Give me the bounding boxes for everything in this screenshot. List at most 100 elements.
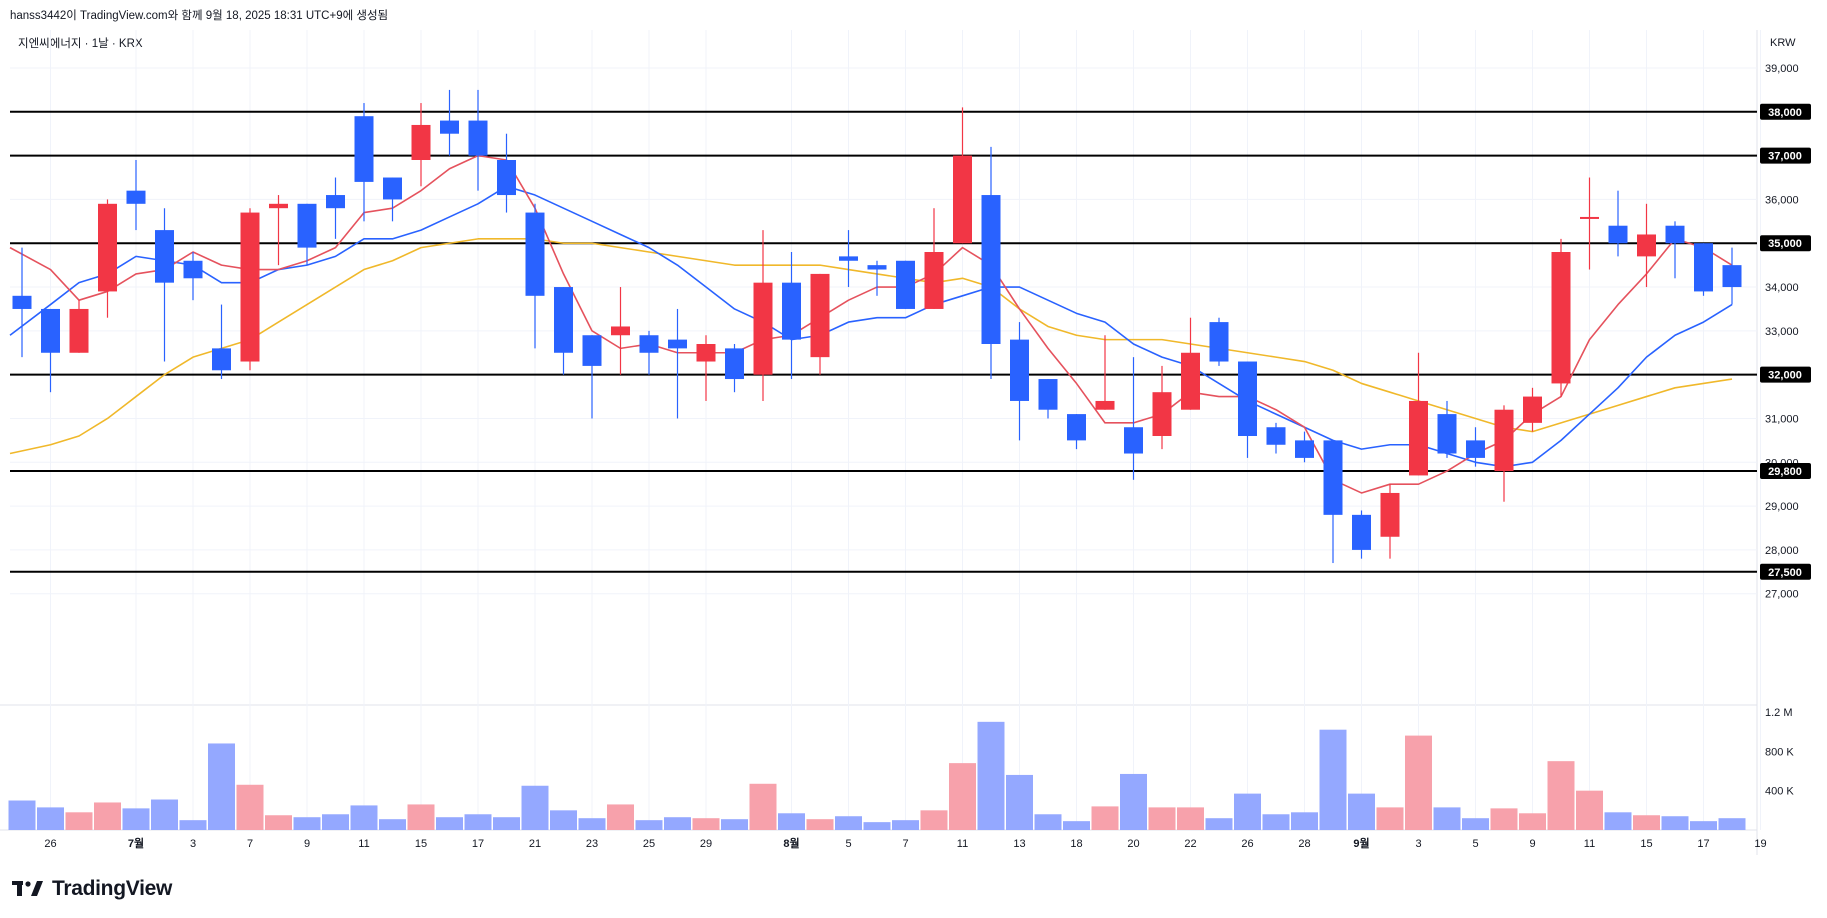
candle <box>554 287 573 375</box>
volume-bar <box>664 817 691 830</box>
candle-body <box>411 124 431 160</box>
candle <box>668 308 687 419</box>
currency-label[interactable]: KRW <box>1770 37 1796 49</box>
candle <box>782 252 801 380</box>
candle-body <box>753 282 773 375</box>
candle <box>354 103 374 222</box>
candle <box>1209 317 1229 366</box>
volume-bars <box>8 721 1746 830</box>
volume-bar <box>835 816 862 830</box>
volume-bar <box>1205 818 1233 830</box>
candle <box>753 230 773 401</box>
candle-body <box>1067 414 1086 441</box>
volume-bar <box>1234 793 1261 830</box>
candle-body <box>12 295 32 309</box>
candle <box>240 208 260 371</box>
candle <box>98 199 117 318</box>
volume-bar <box>1547 761 1575 830</box>
volume-bar <box>94 802 121 830</box>
level-label-bg <box>1760 463 1811 480</box>
level-label: 29,800 <box>1768 466 1802 478</box>
candle <box>1010 322 1029 441</box>
candle-body <box>1409 400 1428 476</box>
candle-body <box>1437 414 1457 454</box>
candle <box>1694 243 1713 296</box>
time-tick-label: 29 <box>700 838 712 850</box>
candle-body <box>440 120 459 134</box>
volume-bar <box>1262 814 1290 830</box>
candle-body <box>1580 216 1599 219</box>
candle <box>867 260 887 296</box>
volume-bar <box>236 784 264 830</box>
candle-body <box>582 335 602 366</box>
candle-body <box>1694 243 1713 292</box>
candle-body <box>953 155 972 244</box>
ma-mid-line <box>9 185 1733 468</box>
candle <box>126 160 146 231</box>
volume-bar <box>65 812 93 830</box>
candle <box>1551 238 1571 397</box>
candle-body <box>1523 396 1542 423</box>
candle <box>41 308 60 393</box>
candle-body <box>69 308 89 353</box>
candle <box>1580 177 1599 270</box>
time-tick-label: 5 <box>1472 838 1478 850</box>
candle <box>1266 422 1286 454</box>
candle-body <box>1722 265 1742 288</box>
candle <box>639 330 659 375</box>
candle <box>525 203 545 349</box>
candle-body <box>212 348 231 371</box>
volume-bar <box>350 805 378 830</box>
symbol-legend[interactable]: 지엔씨에너지 · 1날 · KRX <box>18 38 143 50</box>
candle <box>212 304 231 380</box>
volume-bar <box>977 721 1005 830</box>
candle <box>1437 400 1457 458</box>
candle <box>269 195 288 266</box>
candle-body <box>1637 234 1656 257</box>
level-label-bg <box>1760 366 1811 383</box>
time-tick-label: 9 <box>304 838 310 850</box>
candle <box>1181 317 1200 410</box>
candle <box>582 335 602 419</box>
candle <box>981 146 1001 380</box>
volume-bar <box>1405 735 1432 830</box>
candle-body <box>383 177 402 200</box>
price-tick-label: 31,000 <box>1765 413 1799 425</box>
candle <box>1380 484 1400 559</box>
volume-bar <box>322 814 349 830</box>
time-tick-label: 26 <box>44 838 56 850</box>
level-label: 27,500 <box>1768 567 1802 579</box>
volume-bar <box>1661 816 1689 830</box>
volume-bar <box>407 804 435 830</box>
candle <box>1352 510 1371 559</box>
volume-bar <box>379 819 406 830</box>
candle <box>183 252 203 301</box>
volume-bar <box>8 800 36 830</box>
axes: 27,00028,00029,00030,00031,00032,00033,0… <box>44 63 1798 850</box>
candle <box>1409 352 1428 476</box>
volume-bar <box>122 808 150 830</box>
volume-bar <box>1120 773 1147 830</box>
candle-body <box>924 252 944 309</box>
time-tick-label: 15 <box>1640 838 1652 850</box>
candle <box>326 177 345 239</box>
candle-body <box>782 282 801 340</box>
volume-bar <box>635 820 663 830</box>
tradingview-brand[interactable]: TradingView <box>12 877 172 901</box>
time-tick-label: 23 <box>586 838 598 850</box>
candle-body <box>1010 339 1029 401</box>
volume-bar <box>863 822 891 830</box>
time-tick-label: 13 <box>1013 838 1025 850</box>
volume-tick-label: 400 K <box>1765 786 1794 798</box>
volume-bar <box>208 743 235 830</box>
time-tick-label: 5 <box>845 838 851 850</box>
candle-body <box>1124 427 1143 454</box>
candle <box>953 107 972 244</box>
level-label: 37,000 <box>1768 151 1802 163</box>
level-label-bg <box>1760 103 1811 120</box>
candle <box>411 103 431 187</box>
candle <box>839 230 858 288</box>
candle <box>1095 335 1115 410</box>
candle-body <box>867 265 887 270</box>
